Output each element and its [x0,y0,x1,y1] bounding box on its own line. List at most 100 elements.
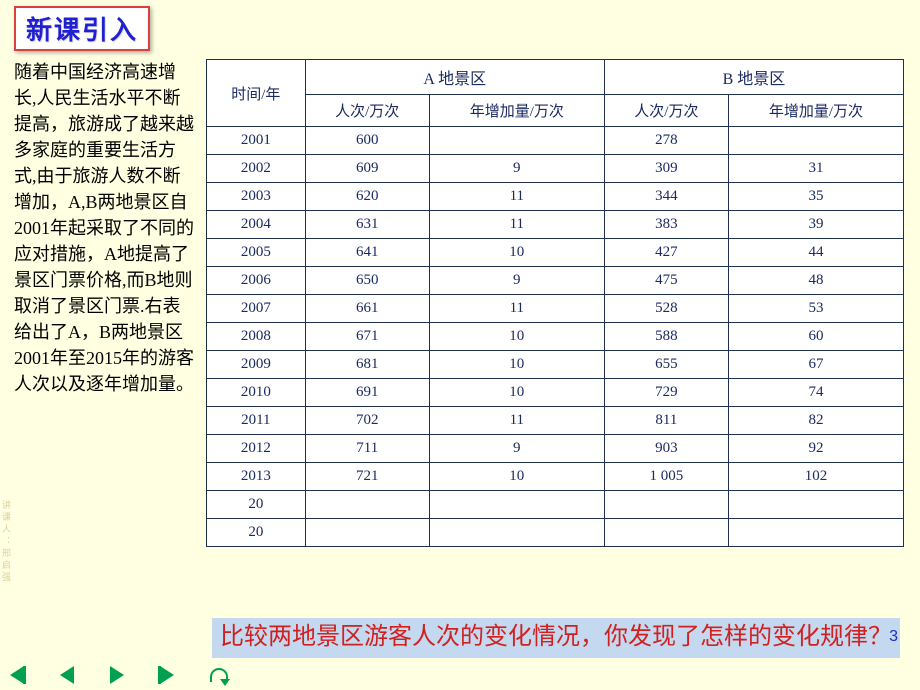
table-cell: 2002 [207,155,306,183]
table-cell: 2005 [207,239,306,267]
table-cell [429,491,604,519]
table-row: 20106911072974 [207,379,904,407]
table-container: 时间/年 A 地景区 B 地景区 人次/万次 年增加量/万次 人次/万次 年增加… [206,59,910,547]
table-cell: 2001 [207,127,306,155]
table-row: 20056411042744 [207,239,904,267]
table-cell: 600 [305,127,429,155]
nav-prev-icon[interactable] [60,666,74,684]
nav-first-icon[interactable] [10,666,24,684]
table-cell: 10 [429,351,604,379]
table-cell: 53 [728,295,903,323]
table-cell: 9 [429,155,604,183]
table-cell: 44 [728,239,903,267]
nav-next-icon[interactable] [110,666,124,684]
nav-bar [10,666,228,684]
table-cell: 10 [429,323,604,351]
table-row-partial: 20 [207,519,904,547]
table-row: 2006650947548 [207,267,904,295]
table-cell: 20 [207,491,306,519]
table-cell: 9 [429,267,604,295]
table-cell: 427 [604,239,728,267]
table-row: 2012711990392 [207,435,904,463]
table-cell: 721 [305,463,429,491]
table-cell: 10 [429,379,604,407]
table-cell: 609 [305,155,429,183]
th-group-a: A 地景区 [305,60,604,95]
table-cell: 102 [728,463,903,491]
table-row: 20086711058860 [207,323,904,351]
th-group-b: B 地景区 [604,60,903,95]
title-badge: 新课引入 [14,6,150,51]
table-cell [604,519,728,547]
table-cell: 655 [604,351,728,379]
th-a-visits: 人次/万次 [305,95,429,127]
table-cell: 903 [604,435,728,463]
table-cell: 661 [305,295,429,323]
slide: 新课引入 随着中国经济高速增长,人民生活水平不断提高，旅游成了越来越多家庭的重要… [0,0,920,690]
table-cell: 11 [429,407,604,435]
table-cell: 1 005 [604,463,728,491]
table-cell: 2012 [207,435,306,463]
nav-return-icon[interactable] [210,668,228,682]
nav-last-icon[interactable] [160,666,174,684]
table-cell: 702 [305,407,429,435]
table-cell: 10 [429,239,604,267]
table-cell: 92 [728,435,903,463]
th-b-visits: 人次/万次 [604,95,728,127]
table-body: 2001600278200260993093120036201134435200… [207,127,904,547]
table-cell: 10 [429,463,604,491]
table-cell: 67 [728,351,903,379]
table-cell [305,519,429,547]
table-cell: 74 [728,379,903,407]
main-row: 随着中国经济高速增长,人民生活水平不断提高，旅游成了越来越多家庭的重要生活方式,… [10,59,910,547]
table-cell [429,519,604,547]
data-table: 时间/年 A 地景区 B 地景区 人次/万次 年增加量/万次 人次/万次 年增加… [206,59,904,547]
table-cell: 2007 [207,295,306,323]
table-cell: 2013 [207,463,306,491]
table-cell: 2004 [207,211,306,239]
side-note: 讲课人：邢启强 [0,500,13,584]
table-cell [429,127,604,155]
table-row: 20096811065567 [207,351,904,379]
table-cell: 475 [604,267,728,295]
table-cell: 39 [728,211,903,239]
table-cell: 2008 [207,323,306,351]
table-cell: 671 [305,323,429,351]
th-a-inc: 年增加量/万次 [429,95,604,127]
table-cell: 2009 [207,351,306,379]
table-cell: 11 [429,295,604,323]
table-cell: 11 [429,183,604,211]
table-cell [305,491,429,519]
table-cell [728,127,903,155]
table-row: 2002609930931 [207,155,904,183]
table-cell: 2003 [207,183,306,211]
table-cell: 729 [604,379,728,407]
table-cell: 2006 [207,267,306,295]
table-cell: 711 [305,435,429,463]
table-row: 20076611152853 [207,295,904,323]
table-row: 20036201134435 [207,183,904,211]
table-cell: 811 [604,407,728,435]
table-cell: 650 [305,267,429,295]
th-b-inc: 年增加量/万次 [728,95,903,127]
table-cell: 48 [728,267,903,295]
table-cell: 278 [604,127,728,155]
table-cell: 344 [604,183,728,211]
table-cell: 9 [429,435,604,463]
table-cell: 2010 [207,379,306,407]
table-row: 2001600 278 [207,127,904,155]
table-cell: 691 [305,379,429,407]
table-cell: 31 [728,155,903,183]
table-cell: 35 [728,183,903,211]
table-cell [604,491,728,519]
table-row-partial: 20 [207,491,904,519]
table-cell: 309 [604,155,728,183]
table-cell: 528 [604,295,728,323]
page-number: 3 [889,628,898,646]
table-row: 2013721101 005102 [207,463,904,491]
table-cell [728,491,903,519]
table-cell: 681 [305,351,429,379]
table-cell: 383 [604,211,728,239]
th-time: 时间/年 [207,60,306,127]
table-row: 20046311138339 [207,211,904,239]
